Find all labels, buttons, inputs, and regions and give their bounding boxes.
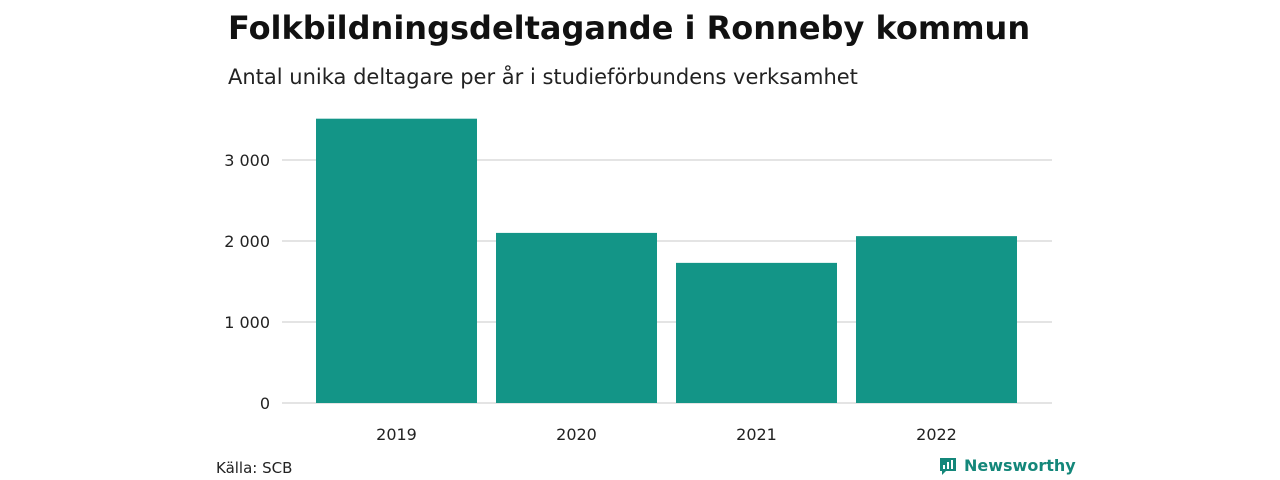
x-tick-label: 2021	[736, 425, 777, 444]
x-tick-label: 2020	[556, 425, 597, 444]
bar-2022	[856, 236, 1017, 403]
y-tick-label: 0	[260, 394, 270, 413]
source-label: Källa: SCB	[216, 459, 293, 477]
bar-2021	[676, 262, 837, 403]
chart-title: Folkbildningsdeltagande i Ronneby kommun	[228, 9, 1031, 47]
y-tick-label: 2 000	[224, 232, 270, 251]
y-tick-label: 3 000	[224, 151, 270, 170]
x-tick-label: 2022	[916, 425, 957, 444]
chart-subtitle: Antal unika deltagare per år i studieför…	[228, 65, 858, 89]
x-tick-label: 2019	[376, 425, 417, 444]
brand-logo: Newsworthy	[938, 456, 1076, 476]
bar-2019	[316, 118, 477, 403]
brand-name: Newsworthy	[964, 456, 1076, 475]
bar-2020	[496, 232, 657, 403]
y-tick-label: 1 000	[224, 313, 270, 332]
bar-chart-logo-icon	[940, 458, 956, 475]
